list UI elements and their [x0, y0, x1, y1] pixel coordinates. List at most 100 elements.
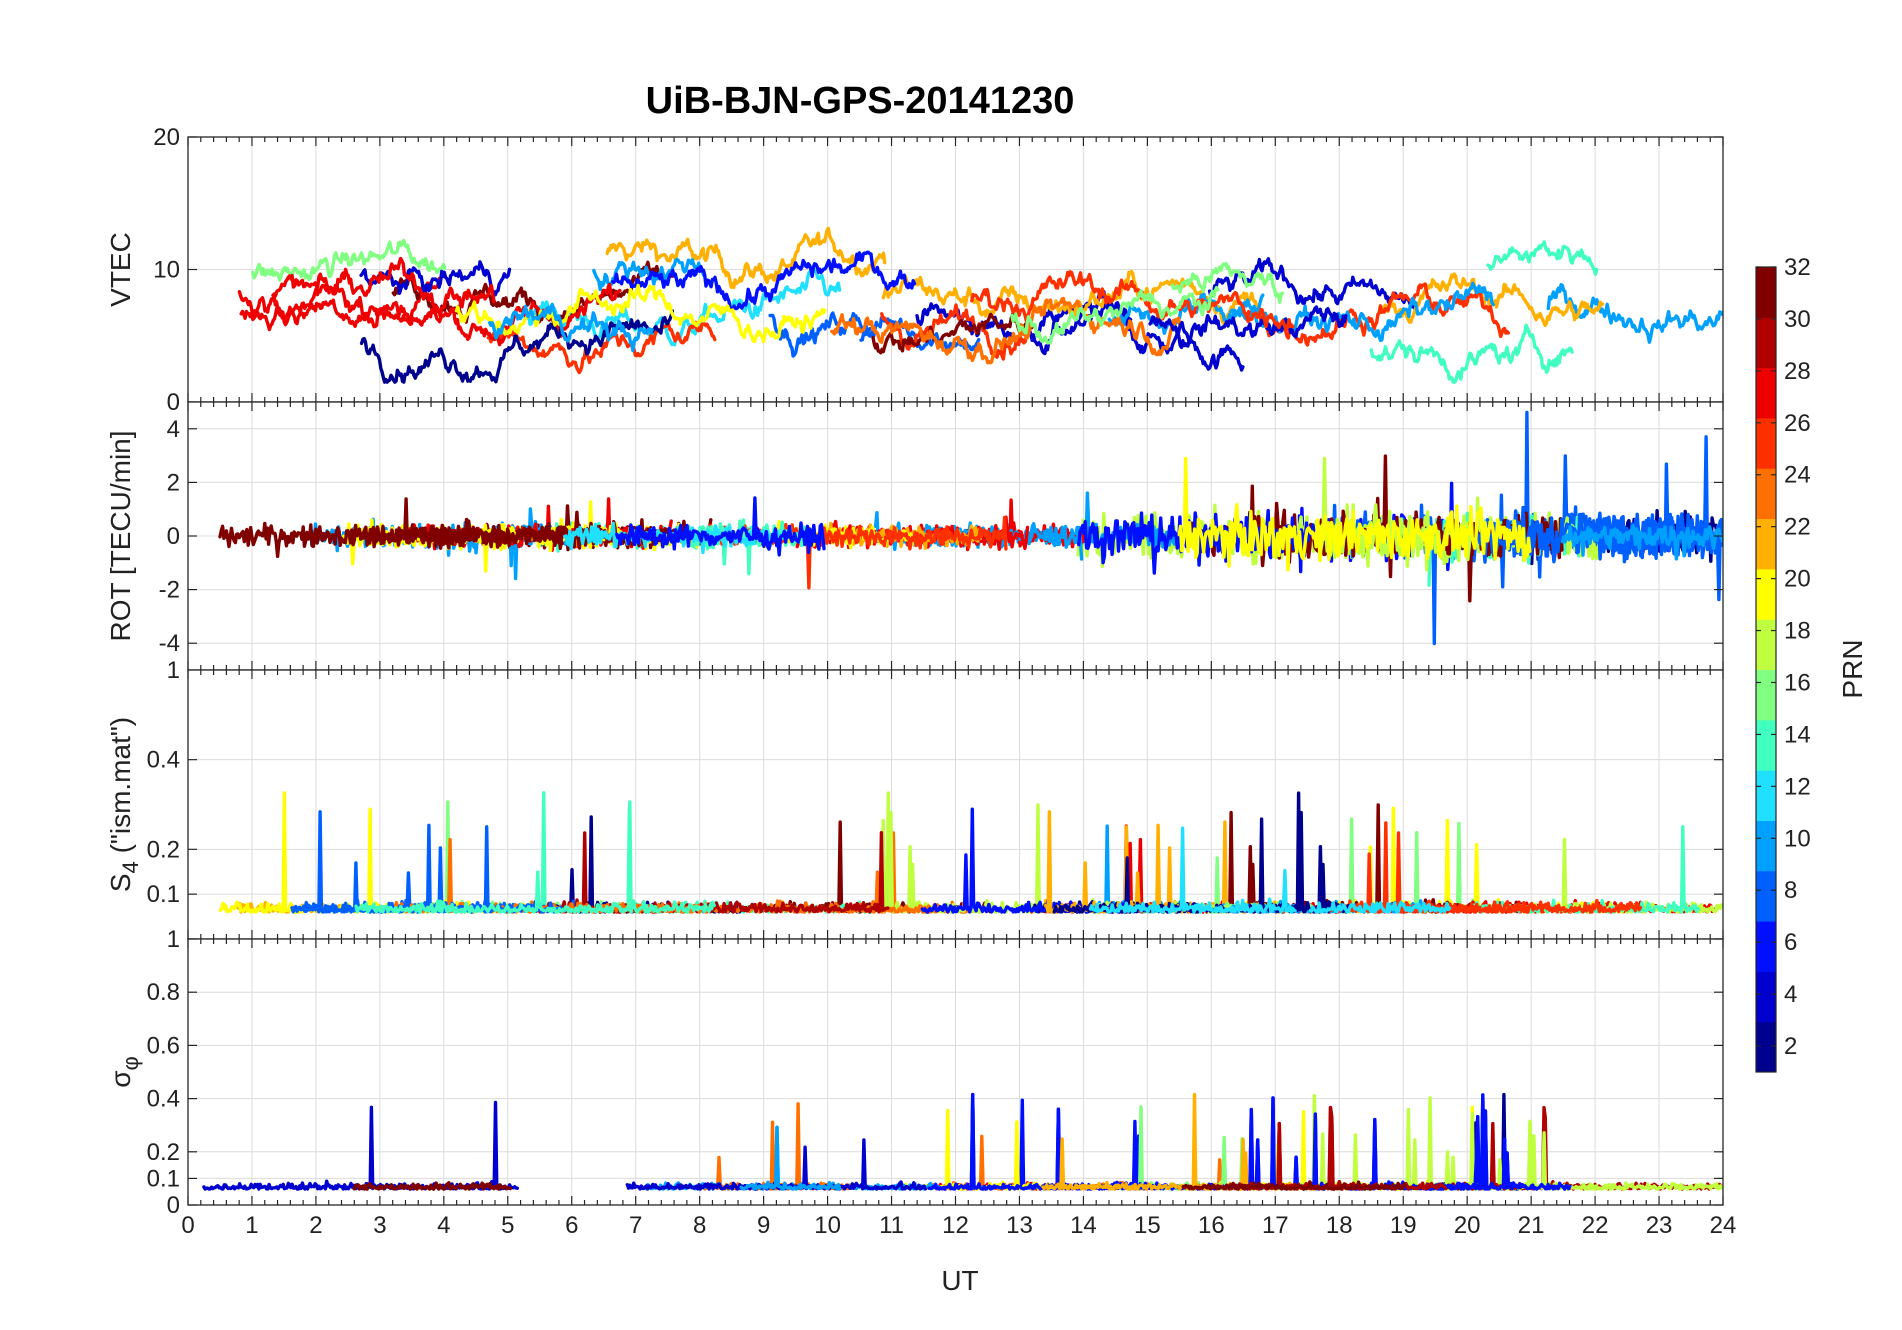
colorbar-swatch: [1756, 619, 1776, 670]
panel-vtec: 0 10 20 VTEC: [105, 124, 1724, 416]
y-tick-label: 0: [167, 1192, 180, 1219]
y-tick-label: 4: [167, 416, 180, 443]
colorbar-tick-label: 14: [1784, 721, 1811, 748]
colorbar-tick-label: 18: [1784, 618, 1811, 645]
series-line: [1177, 456, 1532, 572]
colorbar-tick-label: 22: [1784, 514, 1811, 541]
series-line: [610, 250, 917, 312]
x-tick-label: 5: [501, 1212, 514, 1239]
x-tick-label: 3: [373, 1212, 386, 1239]
y-tick-label: 0: [167, 523, 180, 550]
y-tick-label: 10: [153, 257, 180, 284]
series-line: [739, 1125, 842, 1191]
series-line: [355, 497, 472, 550]
colorbar-tick-label: 2: [1784, 1033, 1797, 1060]
colorbar-tick-label: 4: [1784, 981, 1797, 1008]
y-axis-label: ROT [TECU/min]: [105, 430, 136, 641]
colorbar-swatch: [1756, 669, 1776, 721]
x-tick-label: 9: [757, 1212, 770, 1239]
y-tick-label: 20: [153, 124, 180, 151]
series-line: [523, 268, 842, 347]
colorbar-tick-label: 24: [1784, 462, 1811, 489]
series-line: [352, 1181, 512, 1191]
y-tick-label: 0.8: [147, 979, 180, 1006]
chart-title: UiB-BJN-GPS-20141230: [646, 80, 1075, 122]
series-line: [1010, 285, 1220, 345]
y-tick-label: 0.4: [147, 747, 180, 774]
x-tick-label: 24: [1710, 1212, 1737, 1239]
series-line: [488, 302, 654, 353]
series-line: [830, 296, 1183, 365]
x-tick-label: 15: [1134, 1212, 1161, 1239]
series-line: [1088, 826, 1297, 914]
y-tick-label: 0: [167, 389, 180, 416]
series-line: [1181, 1180, 1407, 1191]
series-line: [1560, 524, 1723, 561]
series-line: [615, 496, 826, 557]
x-tick-label: 2: [309, 1212, 322, 1239]
y-tick-label: -2: [159, 577, 180, 604]
series-line: [354, 800, 716, 914]
colorbar-swatch: [1756, 468, 1776, 520]
series-line: [970, 270, 1295, 332]
x-tick-label: 16: [1198, 1212, 1225, 1239]
x-tick-label: 7: [629, 1212, 642, 1239]
series-line: [237, 256, 496, 327]
series-group-sigma: [202, 1092, 1723, 1191]
x-tick-label: 11: [879, 1212, 904, 1239]
x-tick-label: 8: [693, 1212, 706, 1239]
series-group-s4: [218, 791, 1723, 914]
y-axis-label: σφ: [105, 1056, 143, 1088]
y-tick-label: 1: [167, 926, 180, 953]
colorbar-tick-label: 26: [1784, 410, 1811, 437]
colorbar-tick-label: 28: [1784, 358, 1811, 385]
colorbar-swatch: [1756, 417, 1776, 469]
y-tick-label: -4: [159, 630, 180, 657]
series-line: [880, 303, 1031, 361]
x-tick-label: 10: [814, 1212, 841, 1239]
colorbar-tick-label: 30: [1784, 306, 1811, 333]
series-line: [1369, 323, 1574, 384]
colorbar-swatch: [1756, 568, 1776, 620]
series-line: [239, 282, 622, 347]
colorbar-swatch: [1756, 971, 1776, 1023]
series-line: [1241, 282, 1510, 347]
x-tick-label: 14: [1070, 1212, 1097, 1239]
panel-s4: 0.1 0.2 0.4 1 S4 ("ism.mat"): [105, 657, 1724, 940]
x-tick-label: 4: [437, 1212, 450, 1239]
x-tick-label: 13: [1006, 1212, 1033, 1239]
y-tick-label: 0.6: [147, 1032, 180, 1059]
colorbar-tick-label: 16: [1784, 669, 1811, 696]
y-tick-label: 2: [167, 469, 180, 496]
colorbar-tick-label: 6: [1784, 929, 1797, 956]
colorbar-swatch: [1756, 870, 1776, 922]
series-group-vtec: [237, 226, 1723, 384]
colorbar-swatch: [1756, 267, 1776, 318]
colorbar-swatch: [1756, 820, 1776, 872]
y-axis-label: S4 ("ism.mat"): [105, 717, 143, 892]
colorbar-swatch: [1756, 518, 1776, 570]
colorbar-swatch: [1756, 770, 1776, 821]
colorbar-tick-label: 12: [1784, 773, 1811, 800]
series-line: [486, 320, 717, 375]
y-tick-label: 0.4: [147, 1086, 180, 1113]
series-line: [1148, 305, 1348, 345]
y-tick-label: 0.2: [147, 836, 180, 863]
colorbar-tick-label: 10: [1784, 825, 1811, 852]
colorbar-swatch: [1756, 719, 1776, 771]
x-tick-label: 20: [1454, 1212, 1481, 1239]
colorbar-swatch: [1756, 367, 1776, 419]
panel-rot: -4 -2 0 2 4 ROT [TECU/min]: [105, 401, 1724, 671]
y-tick-label: 0.1: [147, 881, 180, 908]
colorbar-swatch: [1756, 921, 1776, 972]
x-tick-label: 18: [1326, 1212, 1353, 1239]
series-line: [1486, 240, 1599, 276]
series-line: [768, 311, 872, 358]
colorbar-swatch: [1756, 317, 1776, 369]
y-axis-label: VTEC: [105, 232, 136, 307]
colorbar-tick-label: 8: [1784, 877, 1797, 904]
series-line: [1308, 900, 1452, 914]
